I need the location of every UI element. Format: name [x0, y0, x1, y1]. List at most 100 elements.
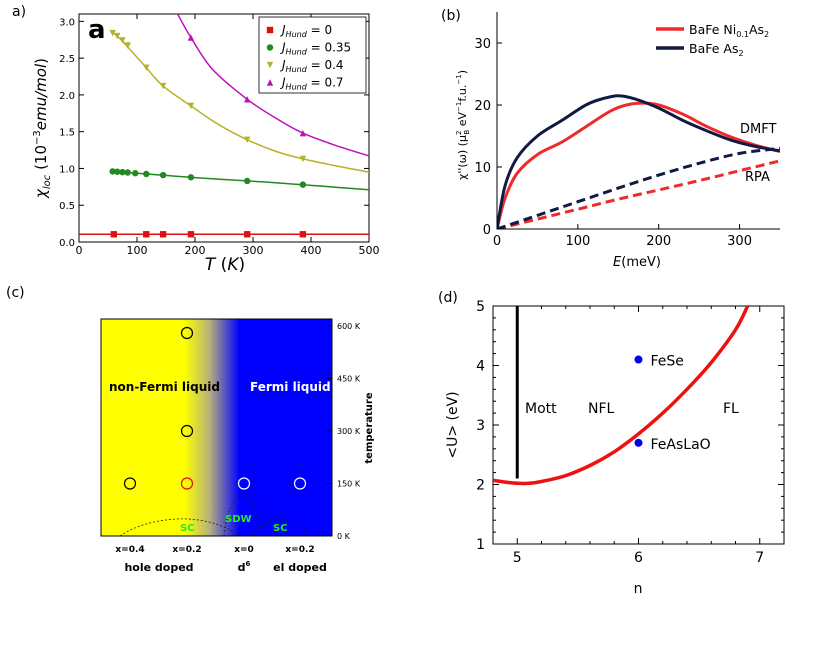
chart-a-point-1 — [114, 168, 121, 175]
chart-d-region-nfl: NFL — [588, 401, 615, 417]
chart-d-points: FeSe FeAsLaO — [634, 354, 711, 453]
chart-a-xlabel: T (K) — [205, 255, 245, 275]
chart-c-ytick-label: 600 K — [337, 322, 361, 331]
chart-a-point-0 — [244, 231, 251, 238]
chart-c-xgroup-d6: d6 — [238, 560, 251, 574]
chart-a-ytick-label: 0.0 — [59, 238, 75, 249]
chart-a-series-line-1 — [112, 170, 369, 191]
chart-a-legend-label-1: JHund = 0.35 — [280, 41, 351, 57]
chart-a-point-1 — [132, 170, 139, 177]
chart-d-xlabel: n — [634, 581, 643, 597]
chart-c-ytick-label: 150 K — [337, 480, 361, 489]
chart-b-annotation-rpa: RPA — [745, 170, 770, 185]
chart-c-yticks: 600 K 450 K 300 K 150 K 0 K — [327, 322, 361, 541]
panel-label-a: a) — [12, 4, 26, 20]
chart-b-ytick-label: 20 — [474, 99, 491, 114]
chart-c-ylabel: temperature — [364, 392, 375, 463]
chart-a-xtick-label: 0 — [76, 244, 83, 257]
chart-a-ytick-label: 2.0 — [59, 91, 75, 102]
chart-d-point-label-0: FeSe — [651, 354, 684, 370]
chart-a-series-line-2 — [110, 30, 369, 173]
chart-a-ylabel: χloc (10−3emu/mol) — [32, 58, 53, 199]
chart-d-xtick-label: 6 — [634, 550, 643, 566]
chart-b-xtick-label: 0 — [493, 234, 501, 249]
chart-a-point-3 — [187, 34, 195, 41]
chart-c-xgroup-el: el doped — [273, 561, 327, 574]
chart-c-ytick-label: 300 K — [337, 427, 361, 436]
chart-a-point-1 — [244, 177, 251, 185]
chart-c-dome-label-sc-right: SC — [273, 523, 288, 534]
chart-d-region-fl: FL — [723, 401, 739, 417]
chart-c-point-3 — [180, 477, 194, 490]
chart-d-frame — [492, 305, 785, 545]
chart-a-point-0 — [187, 231, 195, 238]
chart-a-point-1 — [119, 168, 126, 176]
chart-d-boundary-curve — [493, 306, 750, 486]
chart-c-xcat-0: x=0.4 — [115, 545, 144, 555]
chart-d-point-0 — [634, 355, 643, 364]
chart-a-point-1 — [159, 171, 167, 179]
chart-d-ytick-label: 1 — [476, 537, 485, 553]
chart-a-xtick-label: 400 — [301, 244, 322, 257]
chart-c-ytick-label: 450 K — [337, 375, 361, 384]
chart-c-dome-left — [119, 518, 241, 537]
chart-a-ticks: 0 100 200 300 400 500 0.0 0.5 1.0 1.5 2.0 2.5 3.0 — [59, 14, 380, 257]
chart-a-point-0 — [159, 231, 167, 238]
chart-b-xtick-label: 100 — [565, 234, 590, 249]
chart-a-point-1 — [299, 181, 307, 188]
chart-a-ytick-label: 2.5 — [59, 54, 75, 65]
chart-b-legend-label-0: BaFe Ni0.1As2 — [689, 22, 769, 39]
chart-c-point-5 — [293, 477, 307, 490]
chart-a-legend-label-3: JHund = 0.7 — [280, 76, 344, 92]
chart-b-annotation-dmft: DMFT — [740, 122, 776, 137]
chart-b-ytick-label: 10 — [474, 161, 491, 176]
chart-a-point-2 — [244, 136, 251, 143]
panel-label-c: (c) — [6, 285, 25, 301]
chart-c-xcat-2: x=0 — [234, 545, 254, 555]
chart-d-ylabel: <U> (eV) — [445, 391, 461, 458]
chart-c-xgroup-hole: hole doped — [124, 561, 193, 574]
chart-c-region-fl: Fermi liquid — [250, 380, 331, 394]
chart-d-ytick-label: 3 — [476, 418, 485, 434]
chart-a-point-3 — [299, 129, 307, 137]
panel-label-b: (b) — [441, 8, 461, 24]
chart-d-ytick-label: 2 — [476, 478, 485, 494]
chart-b-xtick-label: 200 — [646, 234, 671, 249]
chart-b-ytick-label: 0 — [483, 223, 491, 238]
chart-a-inset-label: a — [88, 15, 106, 45]
chart-d-ytick-label: 4 — [476, 359, 485, 375]
chart-b-series-line-3 — [497, 146, 780, 229]
chart-b-ytick-label: 30 — [474, 37, 491, 52]
chart-b-ylabel: χ''(ω) (μ2B eV−1f.u.−1) — [455, 70, 471, 180]
chart-a-legend-label-2: JHund = 0.4 — [280, 58, 344, 74]
chart-a-point-1 — [124, 169, 131, 176]
chart-a-legend-box — [258, 16, 367, 94]
chart-a-legend-marker-1 — [266, 44, 274, 51]
chart-a-ytick-label: 1.0 — [59, 164, 75, 175]
chart-b-legend: BaFe Ni0.1As2 BaFe As2 — [656, 22, 769, 58]
chart-d-curves — [493, 306, 750, 486]
panel-label-d: (d) — [438, 290, 458, 306]
chart-d-point-label-1: FeAsLaO — [651, 437, 711, 453]
chart-a-xtick-label: 500 — [359, 244, 380, 257]
chart-b-series-line-1 — [497, 94, 780, 229]
chart-a-point-2 — [159, 82, 167, 90]
chart-a-point-2 — [109, 29, 116, 37]
chart-c-point-4 — [237, 477, 251, 490]
chart-a-legend-label-0: JHund = 0 — [280, 23, 332, 39]
chart-a-ytick-label: 1.5 — [59, 128, 75, 139]
chart-a-xtick-label: 200 — [185, 244, 206, 257]
chart-c-xcat-1: x=0.2 — [172, 545, 201, 555]
chart-a-legend-marker-3 — [266, 79, 274, 86]
chart-a-ytick-label: 0.5 — [59, 201, 75, 212]
chart-d-point-1 — [634, 438, 643, 447]
chart-a-markers — [109, 29, 307, 238]
chart-d-xtick-label: 5 — [513, 550, 522, 566]
chart-b-curves — [497, 94, 780, 229]
chart-a-ytick-label: 3.0 — [59, 17, 75, 28]
chart-a-point-2 — [114, 32, 121, 40]
chart-a-xtick-label: 100 — [127, 244, 148, 257]
chart-c-points — [123, 326, 307, 490]
